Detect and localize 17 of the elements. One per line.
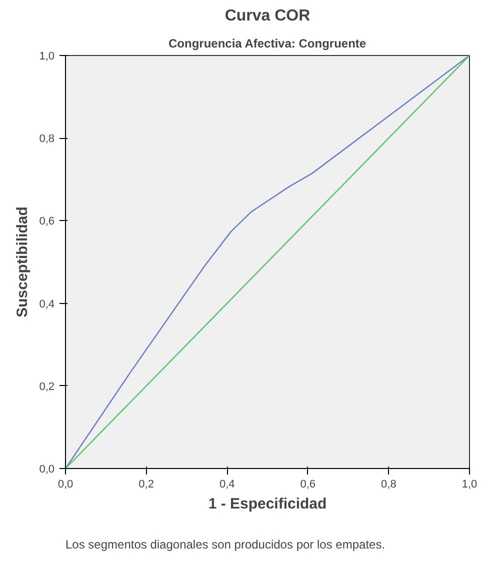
text: Los segmentos diagonales son producidos por los empates.: [66, 538, 386, 552]
y-tick-label: 0,0: [39, 464, 55, 476]
y-tick-label: 0,2: [39, 380, 55, 393]
x-tick-label: 1,0: [462, 478, 478, 490]
x-tick-label: 0,6: [300, 478, 316, 490]
x-axis-title: 1 - Especificidad: [208, 496, 327, 512]
x-tick-label: 0,8: [381, 478, 396, 490]
x-tick-label: 0,0: [58, 478, 74, 490]
y-tick-label: 0,6: [39, 216, 55, 228]
chart-subtitle: Congruencia Afectiva: Congruente: [168, 36, 366, 50]
x-tick-label: 0,2: [138, 478, 154, 490]
x-tick-label: 0,4: [219, 478, 235, 490]
y-tick-label: 1,0: [39, 50, 55, 62]
y-axis-title: Susceptibilidad: [14, 206, 32, 318]
chart-title: Curva COR: [224, 8, 311, 24]
y-tick-label: 0,4: [39, 298, 55, 310]
y-tick-label: 0,8: [39, 133, 55, 146]
